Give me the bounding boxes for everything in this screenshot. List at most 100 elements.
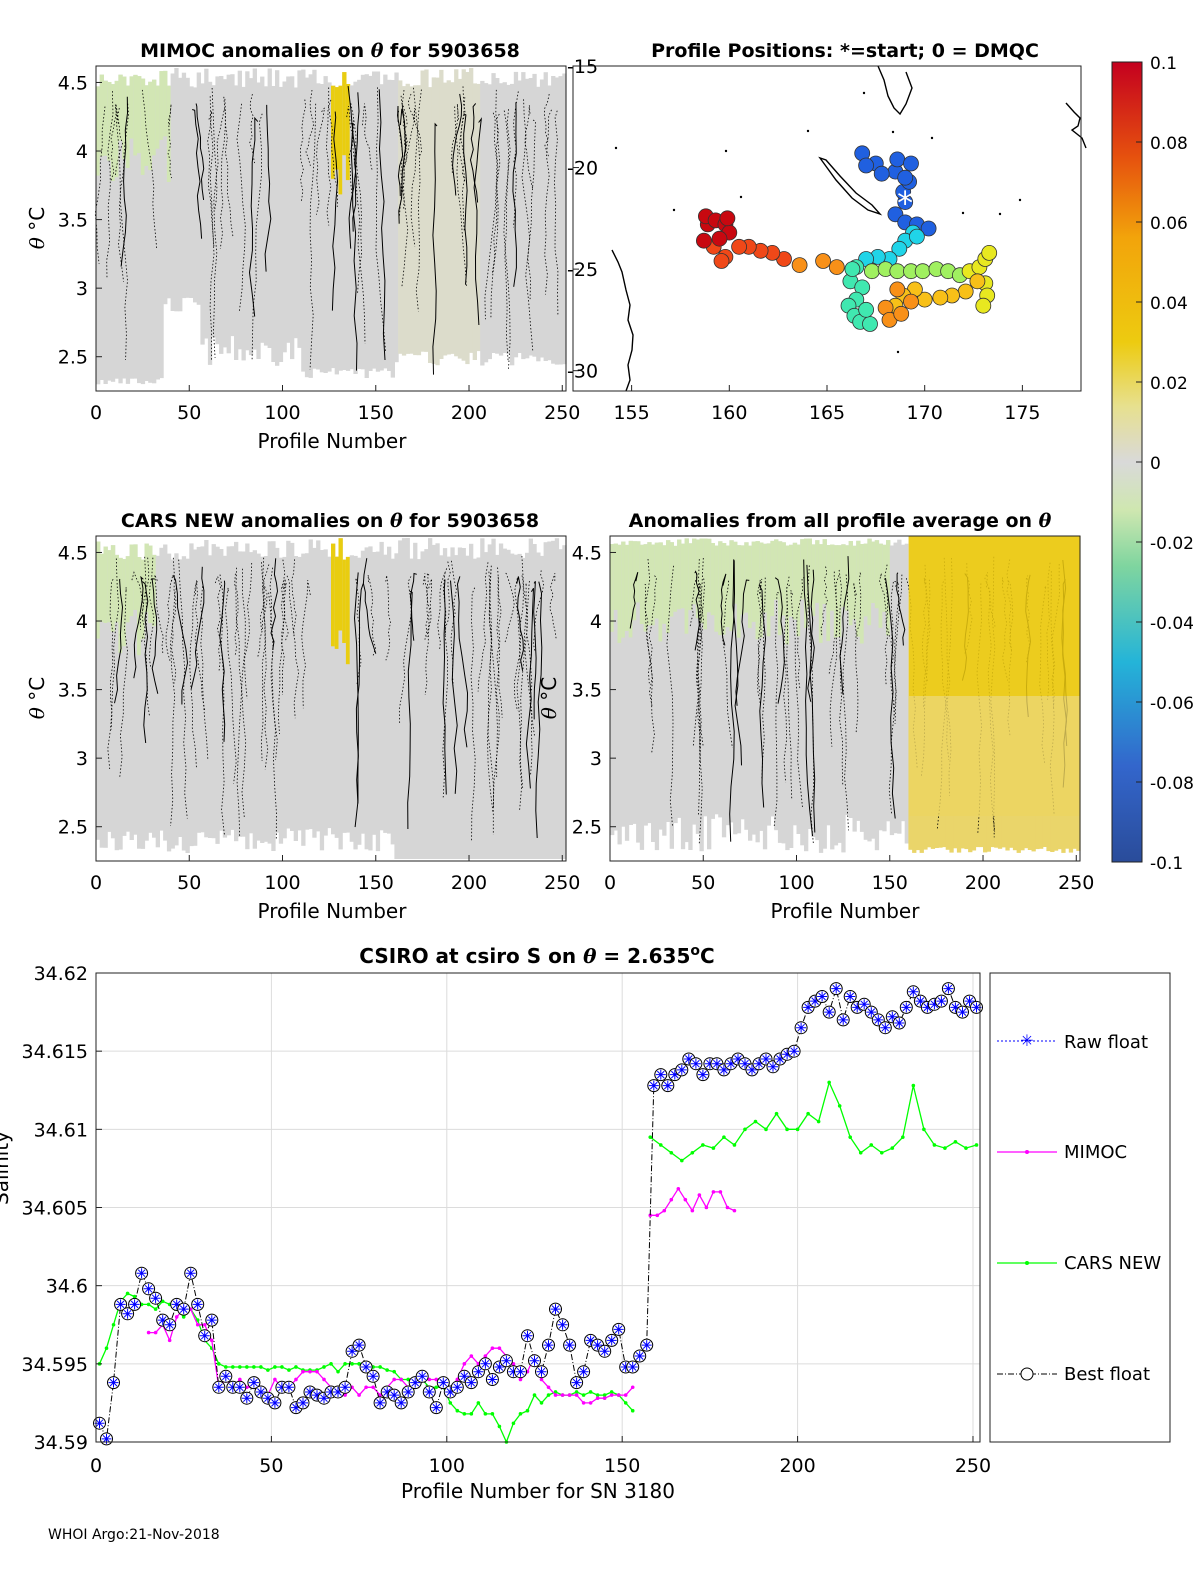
contour-line <box>735 579 750 706</box>
contour-line <box>699 578 705 762</box>
heatmap-column <box>357 79 362 370</box>
mimoc-xlabel: Profile Number <box>258 429 408 453</box>
heatmap-column <box>442 548 448 859</box>
contour-line <box>525 582 535 736</box>
x-tick-label: 175 <box>1004 402 1040 424</box>
raw-float-point <box>136 1268 147 1279</box>
contour-line <box>115 103 123 176</box>
legend-cars-new: CARS NEW <box>997 1253 1161 1274</box>
contour-line <box>277 582 287 735</box>
contour-line <box>487 565 494 813</box>
y-tick-label: 34.605 <box>22 1198 88 1220</box>
contour-line <box>451 103 459 175</box>
raw-float-point <box>894 1018 905 1028</box>
heatmap-column <box>155 555 160 848</box>
heatmap-column <box>152 554 157 838</box>
heatmap-column <box>163 70 168 305</box>
contour-line <box>820 566 828 636</box>
cars-new-point <box>497 1424 502 1429</box>
heatmap-column <box>547 85 552 361</box>
y-tick-label: 4.5 <box>572 542 602 564</box>
mimoc-point <box>609 1393 614 1397</box>
heatmap-anomaly-patch <box>342 559 347 643</box>
heatmap-column <box>174 68 179 312</box>
heatmap-column <box>401 538 407 859</box>
heatmap-column <box>260 556 265 843</box>
contour-line <box>409 572 417 641</box>
contour-line <box>269 567 278 761</box>
heatmap-column <box>338 538 343 850</box>
heatmap-column <box>491 73 496 353</box>
raw-float-point <box>508 1366 519 1377</box>
heatmap-column <box>487 84 492 360</box>
heatmap-anomaly-patch <box>733 541 738 604</box>
legend-best-float: Best float <box>997 1364 1150 1385</box>
cars-new-point <box>669 1150 674 1155</box>
heatmap-column <box>420 551 425 859</box>
heatmap-anomaly-patch <box>133 544 138 610</box>
heatmap-column <box>495 554 500 859</box>
cars-new-point <box>711 1146 716 1150</box>
heatmap-anomaly-patch <box>796 544 801 637</box>
colorbar-tick-label: 0.02 <box>1150 374 1188 394</box>
contour-line <box>143 556 150 717</box>
mimoc-point <box>153 1330 158 1335</box>
heatmap-anomaly-patch <box>345 556 351 665</box>
contour-line <box>259 564 270 631</box>
cars-new-point <box>532 1393 537 1397</box>
heatmap-column <box>472 558 477 859</box>
heatmap-anomaly-patch <box>867 538 872 626</box>
contour-line <box>219 574 225 837</box>
heatmap-column <box>241 86 246 361</box>
legend-raw-float: ✳ Raw float <box>997 1031 1148 1053</box>
heatmap-column <box>476 83 481 352</box>
contour-line <box>347 86 357 232</box>
cars-new-point <box>216 1362 221 1366</box>
heatmap-column <box>446 556 451 859</box>
cars-new-point <box>448 1401 453 1405</box>
mimoc-point <box>490 1346 495 1350</box>
contour-line <box>120 96 129 267</box>
heatmap-column <box>684 538 689 843</box>
contour-line <box>286 575 300 719</box>
salinity-xlabel: Profile Number for SN 3180 <box>401 1479 675 1503</box>
mimoc-point <box>434 1377 439 1382</box>
mimoc-point <box>294 1377 298 1382</box>
contour-line <box>456 576 469 748</box>
contour-line <box>407 590 413 830</box>
cars-anomaly-panel: CARS NEW anomalies on θ for 5903658 0 50 1… <box>25 510 580 923</box>
contour-line <box>757 579 762 705</box>
heatmap-column <box>181 556 187 851</box>
mimoc-point <box>676 1186 681 1191</box>
raw-float-point <box>368 1371 379 1382</box>
contour-line <box>496 567 503 718</box>
salinity-panel: CSIRO at csiro S on θ = 2.635oC 0 50 100 15… <box>0 943 1171 1503</box>
heatmap-anomaly-patch <box>118 74 123 141</box>
y-tick-label: 34.62 <box>34 963 88 985</box>
contour-line <box>264 104 272 272</box>
mimoc-point <box>315 1369 319 1374</box>
legend-label-mimoc: MIMOC <box>1064 1142 1127 1163</box>
heatmap-anomaly-patch <box>886 540 891 636</box>
heatmap-column <box>789 544 794 848</box>
heatmap-column <box>234 541 239 842</box>
cars-new-point <box>869 1143 874 1147</box>
contour-line <box>885 578 896 819</box>
mimoc-point <box>518 1377 523 1382</box>
raw-float-point <box>431 1402 442 1413</box>
heatmap-column <box>297 70 302 348</box>
raw-float-point <box>648 1080 659 1091</box>
heatmap-column <box>897 539 902 834</box>
cars-new-point <box>111 1322 116 1327</box>
heatmap-column <box>293 87 298 339</box>
heatmap-anomaly-patch <box>103 546 108 623</box>
heatmap-column <box>428 87 433 363</box>
heatmap-column <box>323 76 328 373</box>
contour-line <box>454 106 467 287</box>
heatmap-column <box>379 541 384 831</box>
mimoc-point <box>511 1362 516 1366</box>
heatmap-column <box>245 71 250 351</box>
raw-float-point <box>908 986 919 997</box>
heatmap-column <box>401 86 407 356</box>
heatmap-anomaly-patch <box>830 544 835 611</box>
